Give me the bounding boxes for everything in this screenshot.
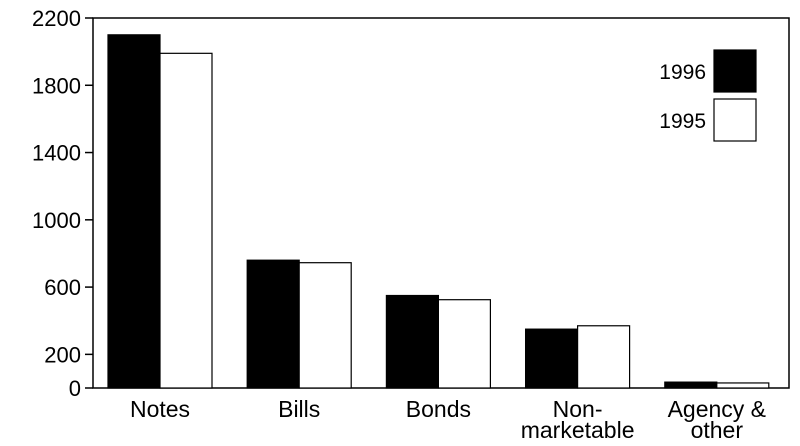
legend-label-1995: 1995	[659, 110, 706, 133]
bar-1995-4	[716, 382, 770, 389]
y-tick-label: 1000	[32, 208, 81, 233]
y-tick-label: 2200	[32, 6, 81, 31]
x-category-label: Agency & other	[668, 396, 766, 443]
bar-1996-0	[107, 34, 161, 389]
bar-1996-4	[664, 381, 718, 389]
y-tick-label: 600	[44, 275, 81, 300]
x-category-label: Notes	[130, 396, 190, 422]
bar-series	[107, 34, 770, 389]
bar-1995-0	[159, 52, 213, 389]
y-tick-label: 0	[69, 376, 81, 401]
x-category-label: Bonds	[406, 396, 471, 422]
legend-swatch-1996	[713, 49, 757, 93]
y-tick-label: 1800	[32, 73, 81, 98]
y-tick-label: 1400	[32, 141, 81, 166]
bar-1996-1	[246, 259, 300, 389]
y-tick-label: 200	[44, 342, 81, 367]
bar-1995-1	[298, 262, 352, 389]
legend-swatch-1995	[713, 98, 757, 142]
bar-1996-2	[385, 294, 439, 389]
x-axis-labels: Notes Bills Bonds Non-marketable Agency & oth…	[130, 396, 766, 443]
y-axis-ticks: 0 200 600 1000 1400 1800 2200	[32, 6, 93, 401]
legend: 1996 1995	[659, 49, 757, 142]
x-category-label: Non-marketable	[521, 396, 635, 443]
bar-1996-3	[524, 328, 579, 389]
bar-1995-2	[437, 299, 491, 389]
bar-1995-3	[576, 325, 631, 389]
x-category-label: Bills	[278, 396, 320, 422]
legend-label-1996: 1996	[659, 61, 706, 84]
